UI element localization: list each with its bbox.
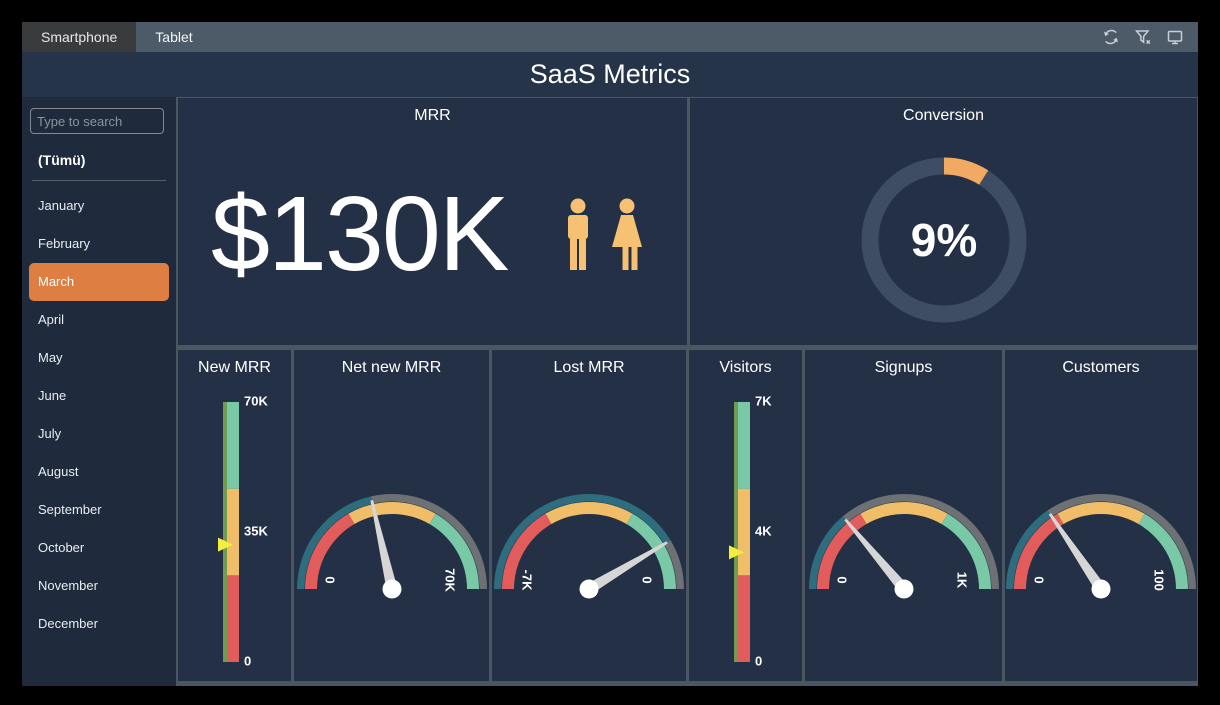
card-mrr: MRR $130K <box>178 98 687 345</box>
card-title: MRR <box>414 107 451 124</box>
svg-text:0: 0 <box>244 653 251 668</box>
woman-icon <box>612 198 642 270</box>
card-signups: Signups 0 1K <box>805 350 1002 681</box>
card-title: Conversion <box>903 107 984 124</box>
mrr-value: $130K <box>211 175 510 293</box>
card-title: Customers <box>1062 359 1140 376</box>
page-title: SaaS Metrics <box>529 59 691 89</box>
signups-radial-gauge: 0 1K <box>804 491 1004 609</box>
svg-text:-7K: -7K <box>520 570 535 592</box>
svg-text:7K: 7K <box>755 393 772 408</box>
sidebar-item-all[interactable]: (Tümü) <box>38 152 86 168</box>
card-new-mrr: New MRR 70K 35K 0 <box>178 350 291 681</box>
sidebar-item-january[interactable]: January <box>38 198 85 213</box>
sidebar-item-august[interactable]: August <box>38 464 79 479</box>
customers-radial-gauge: 0 100 <box>1001 491 1201 609</box>
conversion-donut-gauge: 9% <box>856 152 1032 328</box>
sidebar-divider <box>32 180 166 181</box>
tab-strip: Smartphone Tablet <box>22 22 1198 52</box>
new-mrr-linear-gauge: 70K 35K 0 <box>211 393 291 670</box>
card-title: Signups <box>874 359 933 376</box>
man-icon <box>568 198 588 270</box>
visitors-linear-gauge: 7K 4K 0 <box>722 393 802 670</box>
month-filter-sidebar: (Tümü) January February March April May … <box>22 97 176 686</box>
sidebar-item-september[interactable]: September <box>38 502 102 517</box>
search-input[interactable] <box>30 108 164 134</box>
svg-text:9%: 9% <box>911 214 977 266</box>
refresh-icon[interactable] <box>1102 28 1120 46</box>
svg-text:100: 100 <box>1152 569 1167 591</box>
card-title: Lost MRR <box>553 359 625 376</box>
screen-icon[interactable] <box>1166 28 1184 46</box>
tab-smartphone[interactable]: Smartphone <box>22 22 137 52</box>
card-title: New MRR <box>198 359 271 376</box>
card-net-new-mrr: Net new MRR 0 70K <box>294 350 489 681</box>
tab-tablet[interactable]: Tablet <box>155 29 193 45</box>
sidebar-item-april[interactable]: April <box>38 312 65 327</box>
card-conversion: Conversion 9% <box>690 98 1197 345</box>
card-title: Visitors <box>719 359 772 376</box>
sidebar-item-november[interactable]: November <box>38 578 98 593</box>
sidebar-item-february[interactable]: February <box>38 236 91 251</box>
svg-text:4K: 4K <box>755 523 772 538</box>
svg-text:35K: 35K <box>244 523 268 538</box>
svg-text:1K: 1K <box>954 572 969 589</box>
card-customers: Customers 0 100 <box>1005 350 1197 681</box>
clear-filter-icon[interactable] <box>1134 28 1152 46</box>
lost-mrr-radial-gauge: -7K 0 <box>489 491 689 609</box>
sidebar-item-october[interactable]: October <box>38 540 85 555</box>
sidebar-item-july[interactable]: July <box>38 426 62 441</box>
svg-text:0: 0 <box>640 576 655 583</box>
svg-text:0: 0 <box>1032 576 1047 583</box>
toolbar <box>1102 22 1198 52</box>
svg-text:70K: 70K <box>442 568 457 592</box>
sidebar-item-march[interactable]: March <box>29 263 169 301</box>
sidebar-item-december[interactable]: December <box>38 616 98 631</box>
sidebar-item-may[interactable]: May <box>38 350 63 365</box>
svg-text:0: 0 <box>834 576 849 583</box>
svg-text:70K: 70K <box>244 393 268 408</box>
month-list: January February March April May June Ju… <box>22 187 176 643</box>
card-lost-mrr: Lost MRR -7K 0 <box>492 350 686 681</box>
net-new-mrr-radial-gauge: 0 70K <box>292 491 492 609</box>
svg-text:0: 0 <box>322 576 337 583</box>
dashboard-window: Smartphone Tablet <box>22 22 1198 686</box>
sidebar-item-june[interactable]: June <box>38 388 67 403</box>
card-title: Net new MRR <box>341 359 442 376</box>
svg-text:0: 0 <box>755 653 762 668</box>
people-icons <box>563 198 647 276</box>
dashboard-title-bar: SaaS Metrics <box>22 52 1198 97</box>
card-visitors: Visitors 7K 4K 0 <box>689 350 802 681</box>
